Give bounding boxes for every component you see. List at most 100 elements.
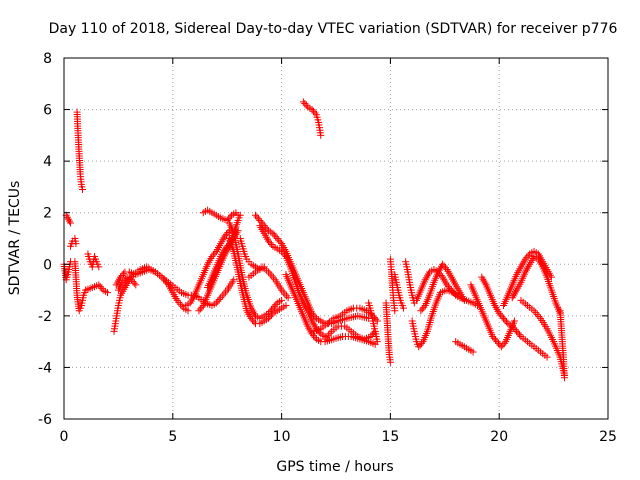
axis-ticks: 0 5 10 15 20 25 -6 -4 -2 0 2 4 6 8 [38, 51, 617, 445]
data-point-interp [211, 249, 219, 257]
y-tick-label: 0 [43, 257, 52, 273]
data-point-interp [250, 318, 258, 326]
data-point-interp [220, 290, 228, 298]
data-point-interp [272, 301, 280, 309]
data-point [78, 186, 86, 194]
data-point-interp [196, 305, 204, 313]
data-point-interp [326, 329, 334, 337]
data-point-interp [225, 215, 233, 223]
data-point [495, 309, 503, 317]
x-tick-label: 15 [381, 429, 399, 445]
data-point [212, 299, 220, 307]
data-point-interp [418, 305, 426, 313]
data-points [60, 98, 568, 382]
data-point-interp [501, 316, 509, 324]
data-point-interp [500, 339, 508, 347]
data-point-interp [209, 251, 217, 259]
data-point-interp [446, 284, 454, 292]
data-point-interp [516, 331, 524, 339]
data-point-interp [510, 324, 518, 332]
y-axis-label: SDTVAR / TECUs [7, 181, 23, 296]
data-point-interp [311, 109, 319, 117]
data-point-interp [176, 300, 184, 308]
data-point [247, 314, 255, 322]
data-point-interp [275, 236, 283, 244]
data-point-interp [490, 334, 498, 342]
data-point-interp [533, 311, 541, 319]
y-tick-label: 2 [43, 206, 52, 222]
y-tick-label: -6 [38, 412, 52, 428]
data-point-interp [268, 272, 276, 280]
data-point-interp [511, 326, 519, 334]
data-point-interp [310, 107, 318, 115]
data-point [500, 314, 508, 322]
data-point-interp [254, 215, 262, 223]
data-point-interp [178, 302, 186, 310]
data-point [184, 307, 192, 315]
data-point [119, 278, 127, 286]
data-point-interp [281, 290, 289, 298]
data-point [317, 131, 325, 139]
x-tick-label: 5 [168, 429, 177, 445]
grid-lines [64, 58, 608, 419]
x-tick-label: 25 [599, 429, 617, 445]
data-point [67, 219, 75, 227]
data-point-interp [218, 292, 226, 300]
x-tick-label: 10 [273, 429, 291, 445]
data-point [251, 211, 259, 219]
data-point-interp [514, 329, 522, 337]
data-point-interp [324, 331, 332, 339]
data-point [299, 98, 307, 106]
data-point-interp [499, 341, 507, 349]
data-point-interp [449, 288, 457, 296]
data-point [399, 304, 407, 312]
data-point-interp [198, 303, 206, 311]
data-point-interp [249, 316, 257, 324]
data-point-interp [130, 279, 138, 287]
data-point-interp [420, 303, 428, 311]
data-point-interp [442, 264, 450, 272]
data-point [521, 255, 529, 263]
data-point-interp [497, 311, 505, 319]
y-tick-label: -2 [38, 309, 52, 325]
data-point-interp [253, 213, 261, 221]
data-point [373, 338, 381, 346]
data-point-interp [222, 230, 230, 238]
data-point-interp [96, 283, 104, 291]
data-point [127, 276, 135, 284]
data-point-interp [418, 339, 426, 347]
y-tick-label: -4 [38, 360, 52, 376]
data-point-interp [281, 251, 289, 259]
data-point [284, 294, 292, 302]
data-point [493, 338, 501, 346]
data-point [278, 247, 286, 255]
data-point [282, 302, 290, 310]
data-point [221, 232, 229, 240]
data-point [265, 237, 273, 245]
data-point-interp [372, 315, 380, 323]
data-point [543, 353, 551, 361]
data-point-interp [224, 228, 232, 236]
y-tick-label: 6 [43, 103, 52, 119]
data-point [236, 211, 244, 219]
y-tick-label: 8 [43, 51, 52, 67]
data-point [513, 327, 521, 335]
data-point-interp [120, 277, 128, 285]
data-point-interp [301, 100, 309, 108]
data-point-interp [98, 284, 106, 292]
data-point [104, 289, 112, 297]
data-point-interp [272, 233, 280, 241]
data-point-interp [259, 220, 267, 228]
x-tick-label: 0 [60, 429, 69, 445]
data-point-interp [450, 290, 458, 298]
data-point-interp [279, 249, 287, 257]
data-point [443, 281, 451, 289]
plot-frame [63, 57, 609, 420]
data-point-interp [282, 292, 290, 300]
data-point-interp [118, 271, 126, 279]
data-point-interp [267, 241, 275, 249]
data-point-interp [302, 101, 310, 109]
data-point-interp [266, 313, 274, 321]
data-point-interp [368, 331, 376, 339]
